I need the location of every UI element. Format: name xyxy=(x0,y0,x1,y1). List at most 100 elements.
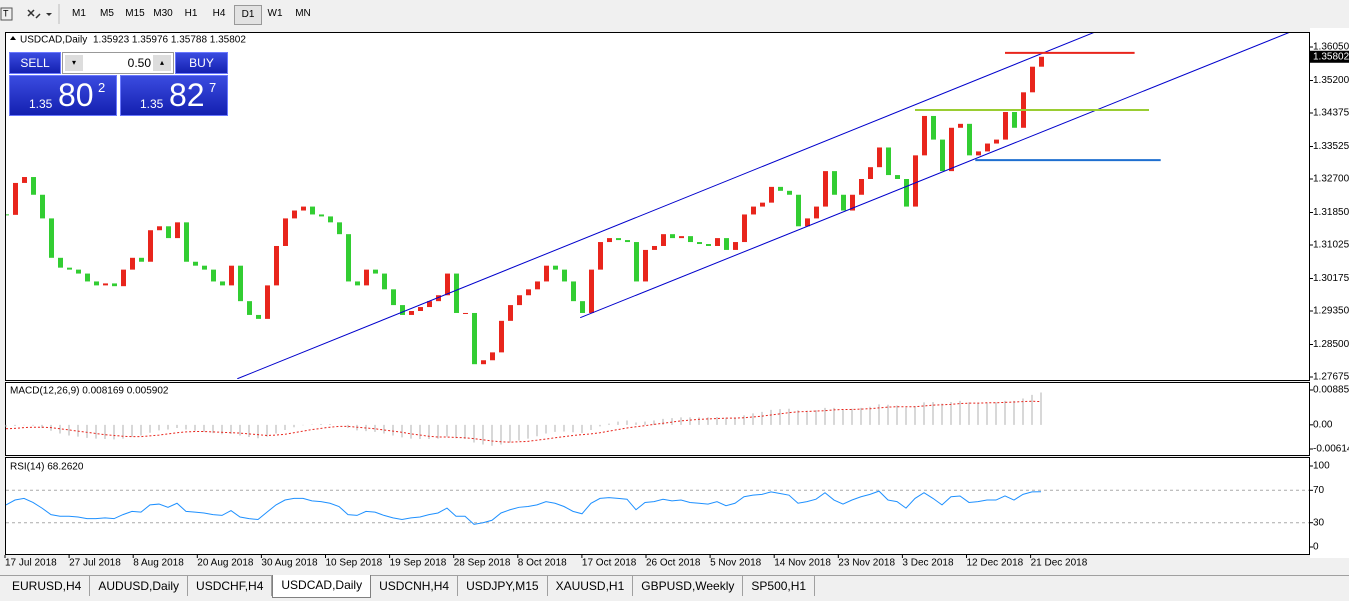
candle xyxy=(247,301,252,315)
candle xyxy=(13,182,18,215)
candle xyxy=(265,285,270,319)
tab[interactable]: XAUUSD,H1 xyxy=(548,576,634,596)
tab[interactable]: GBPUSD,Weekly xyxy=(633,576,744,596)
tab[interactable]: USDCNH,H4 xyxy=(371,576,459,596)
rsi-panel xyxy=(5,457,1310,555)
candle xyxy=(310,206,315,215)
candle xyxy=(229,265,234,286)
candle xyxy=(706,244,711,246)
tab[interactable]: EURUSD,H4 xyxy=(4,576,91,596)
candle xyxy=(913,155,918,207)
x-tick-label: 23 Nov 2018 xyxy=(838,558,895,569)
tab[interactable]: AUDUSD,Daily xyxy=(90,576,189,596)
tab[interactable]: USDCAD,Daily xyxy=(272,575,372,598)
y-tick-label: -0.00614 xyxy=(1313,444,1349,455)
timeframe-button[interactable]: W1 xyxy=(267,8,283,19)
bid-main: 80 xyxy=(58,77,94,113)
timeframe-button[interactable]: M1 xyxy=(72,8,86,19)
tab[interactable]: SP500,H1 xyxy=(743,576,816,596)
candle xyxy=(427,301,432,308)
ask-box[interactable]: 1.35 82 7 xyxy=(120,75,228,116)
x-tick-label: 27 Jul 2018 xyxy=(69,558,121,569)
candle xyxy=(292,210,297,219)
candle xyxy=(535,281,540,290)
timeframe-button[interactable]: M15 xyxy=(125,8,145,19)
tab[interactable]: USDCHF,H4 xyxy=(188,576,273,596)
timeframe-button[interactable]: D1 xyxy=(234,5,262,25)
y-tick-label: 1.28500 xyxy=(1313,339,1349,350)
candle xyxy=(832,171,837,195)
lot-value: 0.50 xyxy=(127,56,151,70)
candle xyxy=(895,175,900,179)
timeframe-button[interactable]: M30 xyxy=(153,8,173,19)
candle xyxy=(724,238,729,250)
candle xyxy=(409,311,414,315)
candle xyxy=(436,295,441,302)
candle xyxy=(976,151,981,156)
candle xyxy=(76,269,81,274)
candle xyxy=(751,206,756,215)
candle xyxy=(328,216,333,223)
y-tick-label: 0 xyxy=(1313,542,1319,553)
candle xyxy=(994,139,999,144)
candle xyxy=(688,236,693,243)
candle xyxy=(868,167,873,179)
drawing-line xyxy=(237,33,1094,379)
rsi-title: RSI(14) 68.2620 xyxy=(10,462,84,473)
trade-panel: SELL ▾ 0.50 ▴ BUY 1.35 80 2 1.35 82 7 xyxy=(9,52,228,116)
chart-title: USDCAD,Daily xyxy=(20,35,87,46)
timeframe-button[interactable]: M5 xyxy=(100,8,114,19)
main-panel xyxy=(5,32,1310,381)
candle xyxy=(400,305,405,315)
candle xyxy=(193,261,198,266)
sell-button[interactable]: SELL xyxy=(9,52,61,74)
candle xyxy=(22,177,27,183)
candle xyxy=(580,301,585,313)
candle xyxy=(787,190,792,195)
candle xyxy=(1003,112,1008,140)
candle xyxy=(31,177,36,195)
tab-bar: EURUSD,H4 AUDUSD,Daily USDCHF,H4 USDCAD,Dai… xyxy=(0,575,1349,601)
candle xyxy=(904,179,909,207)
candle xyxy=(337,222,342,235)
candle xyxy=(85,273,90,282)
candle xyxy=(130,257,135,270)
x-tick-label: 3 Dec 2018 xyxy=(902,558,954,569)
timeframe-button[interactable]: H4 xyxy=(212,8,226,19)
lot-box[interactable]: ▾ 0.50 ▴ xyxy=(62,52,174,74)
candle xyxy=(967,123,972,156)
candle xyxy=(526,289,531,296)
y-tick-label: 1.31850 xyxy=(1313,207,1349,218)
candle xyxy=(40,194,45,219)
candle xyxy=(274,245,279,286)
candle xyxy=(94,281,99,286)
buy-button[interactable]: BUY xyxy=(175,52,228,74)
candle xyxy=(823,171,828,207)
candle xyxy=(931,115,936,140)
candle xyxy=(805,218,810,227)
x-tick-label: 30 Aug 2018 xyxy=(261,558,318,569)
candle xyxy=(202,265,207,270)
candle xyxy=(715,238,720,246)
candle xyxy=(499,320,504,353)
candle xyxy=(346,234,351,282)
candle xyxy=(319,214,324,217)
candle xyxy=(256,314,261,319)
y-tick-label: 1.30175 xyxy=(1313,273,1349,284)
candle xyxy=(382,273,387,290)
timeframe-button[interactable]: H1 xyxy=(184,8,198,19)
candle xyxy=(625,240,630,243)
candle xyxy=(184,222,189,262)
ask-big: 1.35 xyxy=(140,97,164,111)
y-tick-label: 1.33525 xyxy=(1313,141,1349,152)
candle xyxy=(517,295,522,306)
x-tick-label: 12 Dec 2018 xyxy=(967,558,1024,569)
bid-box[interactable]: 1.35 80 2 xyxy=(9,75,117,116)
svg-text:T: T xyxy=(3,8,9,18)
candle xyxy=(67,267,72,270)
candle xyxy=(652,245,657,250)
tab[interactable]: USDJPY,M15 xyxy=(458,576,548,596)
timeframe-button[interactable]: MN xyxy=(295,8,311,19)
x-tick-label: 20 Aug 2018 xyxy=(197,558,254,569)
